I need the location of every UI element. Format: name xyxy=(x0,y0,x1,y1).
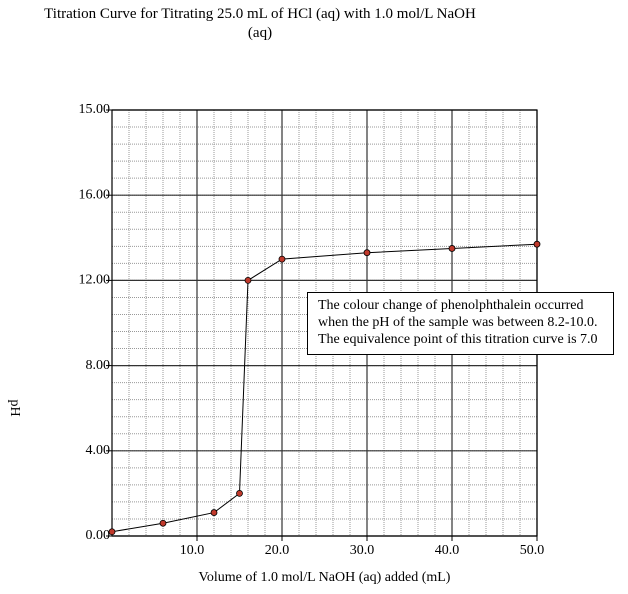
point xyxy=(278,255,286,263)
y-tick-label: 15.00 xyxy=(79,102,111,117)
point xyxy=(448,245,456,252)
point xyxy=(363,249,371,257)
x-tick-label: 50.0 xyxy=(520,543,545,558)
y-tick-label: 8.00 xyxy=(86,358,111,373)
point xyxy=(244,276,252,284)
y-tick-label: 16.00 xyxy=(79,187,111,202)
x-tick-label: 10.0 xyxy=(180,543,205,558)
annotation-box: The colour change of phenolphthalein occ… xyxy=(307,292,614,355)
x-axis-label: Volume of 1.0 mol/L NaOH (aq) added (mL) xyxy=(199,570,451,585)
point xyxy=(533,240,541,248)
y-tick-label: 0.00 xyxy=(86,528,111,543)
y-tick-label: 4.00 xyxy=(86,443,111,458)
x-tick-label: 20.0 xyxy=(265,543,290,558)
y-tick-label: 12.00 xyxy=(79,273,111,288)
annotation: The colour change of phenolphthalein occ… xyxy=(318,298,598,330)
y-axis-label: pH xyxy=(7,399,22,416)
x-tick-label: 40.0 xyxy=(435,543,460,558)
chart-title: Titration Curve for Titrating 25.0 mL of… xyxy=(44,6,476,41)
line xyxy=(111,243,538,533)
x-tick-label: 30.0 xyxy=(350,543,375,558)
annotation: The equivalence point of this titration … xyxy=(318,332,598,347)
point xyxy=(159,519,167,527)
point xyxy=(210,509,218,516)
point xyxy=(236,489,243,497)
point xyxy=(108,528,116,536)
